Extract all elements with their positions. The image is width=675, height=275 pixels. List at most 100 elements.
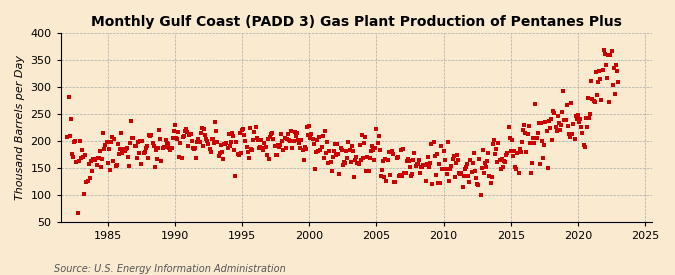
Point	[436, 144, 447, 148]
Point	[437, 167, 448, 172]
Point	[441, 172, 452, 177]
Point	[207, 137, 217, 141]
Point	[280, 145, 291, 150]
Point	[76, 156, 86, 160]
Point	[542, 165, 553, 170]
Point	[163, 142, 173, 146]
Point	[83, 162, 94, 167]
Point	[532, 131, 543, 136]
Point	[489, 152, 500, 156]
Point	[450, 175, 460, 180]
Point	[261, 153, 272, 158]
Point	[251, 136, 262, 140]
Point	[69, 140, 80, 144]
Point	[161, 138, 171, 142]
Point	[593, 79, 603, 84]
Point	[198, 126, 209, 131]
Point	[460, 167, 470, 171]
Point	[219, 142, 230, 146]
Point	[110, 164, 121, 169]
Point	[452, 153, 462, 157]
Point	[487, 142, 498, 147]
Point	[596, 98, 607, 102]
Point	[68, 155, 78, 159]
Point	[457, 185, 468, 189]
Point	[606, 49, 617, 53]
Point	[610, 92, 620, 97]
Point	[598, 47, 609, 52]
Point	[585, 112, 595, 116]
Point	[545, 117, 556, 122]
Point	[537, 139, 547, 143]
Point	[215, 142, 226, 147]
Point	[589, 100, 600, 104]
Point	[348, 175, 359, 179]
Point	[271, 153, 282, 157]
Point	[290, 134, 301, 138]
Point	[217, 157, 228, 162]
Point	[156, 159, 167, 163]
Point	[283, 132, 294, 136]
Point	[539, 142, 549, 147]
Point	[145, 134, 156, 138]
Point	[178, 134, 189, 139]
Point	[492, 160, 503, 164]
Point	[472, 182, 483, 186]
Point	[287, 145, 298, 150]
Point	[373, 134, 384, 139]
Point	[263, 156, 274, 161]
Point	[310, 150, 321, 154]
Point	[254, 146, 265, 150]
Point	[129, 144, 140, 148]
Point	[315, 148, 326, 152]
Point	[82, 179, 93, 183]
Point	[319, 156, 329, 160]
Point	[367, 144, 377, 148]
Point	[256, 146, 267, 150]
Point	[613, 79, 624, 84]
Point	[67, 152, 78, 157]
Point	[178, 135, 188, 139]
Point	[470, 169, 481, 173]
Point	[601, 62, 612, 67]
Point	[362, 155, 373, 160]
Point	[608, 66, 619, 70]
Point	[346, 160, 356, 165]
Point	[601, 76, 612, 80]
Point	[98, 131, 109, 136]
Point	[277, 138, 288, 143]
Point	[455, 172, 466, 176]
Point	[90, 158, 101, 162]
Point	[378, 159, 389, 164]
Point	[406, 174, 416, 178]
Point	[227, 131, 238, 135]
Point	[562, 123, 573, 128]
Point	[603, 53, 614, 57]
Point	[423, 155, 433, 159]
Point	[268, 137, 279, 142]
Point	[137, 138, 148, 143]
Point	[86, 169, 97, 173]
Point	[466, 170, 477, 175]
Point	[399, 170, 410, 175]
Point	[198, 144, 209, 148]
Point	[252, 138, 263, 142]
Point	[119, 148, 130, 153]
Point	[122, 155, 133, 159]
Point	[340, 161, 350, 166]
Point	[260, 145, 271, 150]
Point	[360, 135, 371, 139]
Point	[578, 143, 589, 147]
Point	[404, 159, 414, 163]
Point	[247, 148, 258, 152]
Point	[570, 114, 581, 119]
Point	[470, 175, 481, 180]
Point	[166, 145, 177, 150]
Point	[547, 138, 558, 142]
Point	[348, 149, 358, 153]
Point	[513, 170, 524, 175]
Point	[594, 69, 605, 73]
Point	[116, 130, 127, 135]
Point	[535, 121, 546, 125]
Point	[103, 147, 114, 151]
